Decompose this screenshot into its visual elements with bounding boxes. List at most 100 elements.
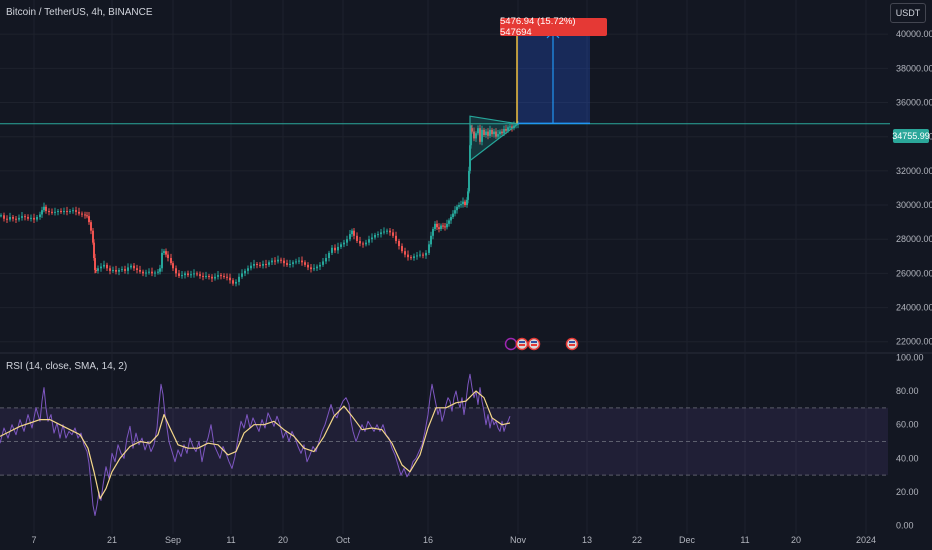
candle-body xyxy=(130,265,132,268)
candle-body xyxy=(277,259,279,262)
time-tick-label: 16 xyxy=(423,535,433,545)
candle-body xyxy=(41,210,43,215)
candle-body xyxy=(178,273,180,276)
candle-body xyxy=(507,127,509,131)
time-tick-label: 22 xyxy=(632,535,642,545)
rsi-pane xyxy=(0,373,888,516)
candle-body xyxy=(193,273,195,275)
candle-body xyxy=(483,129,485,135)
candle-body xyxy=(118,269,120,272)
candle-body xyxy=(386,230,388,232)
candle-body xyxy=(148,271,150,273)
time-tick-label: 21 xyxy=(107,535,117,545)
candle-body xyxy=(368,239,370,243)
candle-body xyxy=(438,227,440,229)
candle-body xyxy=(157,271,159,273)
candle-body xyxy=(383,231,385,233)
candle-body xyxy=(151,271,153,274)
price-tick-label: 26000.00 xyxy=(896,268,932,278)
price-tick-label: 38000.00 xyxy=(896,63,932,73)
candle-body xyxy=(471,128,473,132)
candle-body xyxy=(100,266,102,269)
candle-body xyxy=(413,256,415,259)
candle-body xyxy=(464,201,466,206)
candle-body xyxy=(316,266,318,269)
candle-body xyxy=(499,131,501,135)
candle-body xyxy=(235,281,237,284)
candle-body xyxy=(325,258,327,262)
candle-body xyxy=(106,264,108,269)
candle-body xyxy=(127,267,129,271)
candle-body xyxy=(161,252,163,269)
candle-body xyxy=(121,269,123,271)
candle-body xyxy=(199,274,201,276)
candle-body xyxy=(109,268,111,271)
time-tick-label: 7 xyxy=(31,535,36,545)
candle-body xyxy=(292,262,294,264)
flag-stripe-icon xyxy=(569,344,575,346)
candle-body xyxy=(274,260,276,262)
candle-body xyxy=(145,272,147,274)
time-tick-label: 13 xyxy=(582,535,592,545)
candle-body xyxy=(359,240,361,244)
candle-body xyxy=(283,260,285,264)
candle-body xyxy=(485,131,487,135)
candle-body xyxy=(205,275,207,277)
candle-body xyxy=(93,242,95,259)
candle-body xyxy=(66,211,68,213)
candle-body xyxy=(43,206,45,211)
candle-body xyxy=(340,244,342,247)
candle-body xyxy=(33,217,35,220)
candle-body xyxy=(458,205,460,207)
candle-body xyxy=(489,129,491,136)
candle-body xyxy=(253,264,255,266)
rsi-tick-label: 40.00 xyxy=(896,453,919,463)
candle-body xyxy=(473,131,475,139)
candle-body xyxy=(241,273,243,277)
candle-body xyxy=(271,260,273,263)
candle-body xyxy=(181,275,183,277)
candle-body xyxy=(407,254,409,258)
rsi-tick-label: 60.00 xyxy=(896,420,919,430)
candle-body xyxy=(509,126,511,128)
candle-body xyxy=(256,264,258,265)
chart-drawings[interactable] xyxy=(0,29,890,162)
candle-body xyxy=(343,242,345,245)
candle-body xyxy=(280,259,282,261)
candle-body xyxy=(462,201,464,205)
candle-body xyxy=(112,269,114,271)
candle-body xyxy=(422,254,424,256)
event-markers[interactable] xyxy=(504,337,579,351)
candle-body xyxy=(88,216,90,223)
candle-body xyxy=(78,211,80,214)
candle-body xyxy=(90,222,92,231)
candle-body xyxy=(190,274,192,276)
candle-body xyxy=(448,220,450,224)
rsi-tick-label: 80.00 xyxy=(896,386,919,396)
candle-body xyxy=(491,129,493,135)
candle-body xyxy=(466,199,468,206)
candle-body xyxy=(163,251,165,253)
candle-body xyxy=(60,211,62,213)
candle-body xyxy=(497,134,499,137)
candle-body xyxy=(304,262,306,265)
candle-body xyxy=(398,240,400,247)
flag-stripe-icon xyxy=(531,344,537,346)
price-tick-label: 36000.00 xyxy=(896,98,932,108)
candle-body xyxy=(115,269,117,272)
candle-body xyxy=(450,217,452,221)
candle-body xyxy=(446,223,448,228)
candle-body xyxy=(430,235,432,245)
currency-button[interactable]: USDT xyxy=(890,3,926,23)
candle-body xyxy=(404,251,406,255)
candle-body xyxy=(456,206,458,211)
rsi-indicator-label[interactable]: RSI (14, close, SMA, 14, 2) xyxy=(6,361,128,372)
candle-body xyxy=(97,268,99,271)
price-range-label[interactable]: 5476.94 (15.72%) 547694 xyxy=(500,16,607,38)
rsi-line xyxy=(0,373,511,516)
candle-body xyxy=(467,191,469,200)
candle-body xyxy=(349,234,351,240)
time-tick-label: 11 xyxy=(740,535,749,545)
candle-body xyxy=(92,230,94,243)
